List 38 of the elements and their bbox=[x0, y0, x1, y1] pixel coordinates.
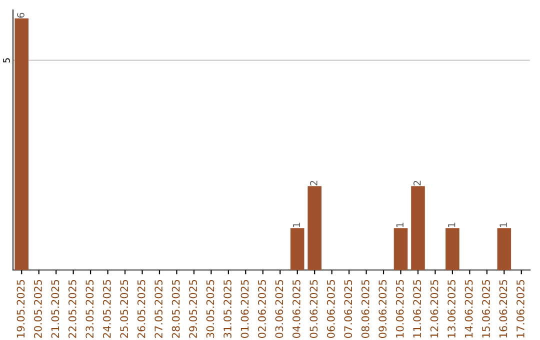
x-tick-label: 01.06.2025 bbox=[240, 280, 249, 338]
data-label: 1 bbox=[396, 222, 404, 227]
x-tick-label: 29.05.2025 bbox=[189, 280, 197, 338]
data-label: 1 bbox=[448, 222, 456, 227]
x-tick-label: 26.05.2025 bbox=[137, 280, 146, 338]
y-tick-label: 5 bbox=[3, 58, 10, 62]
x-tick-label: 22.05.2025 bbox=[68, 280, 76, 338]
x-tick-label: 10.06.2025 bbox=[396, 280, 404, 338]
x-tick-label: 03.06.2025 bbox=[275, 280, 284, 338]
x-tick-label: 27.05.2025 bbox=[154, 280, 163, 338]
data-label: 2 bbox=[310, 180, 318, 186]
x-tick-label: 30.05.2025 bbox=[206, 280, 214, 338]
x-tick-label: 04.06.2025 bbox=[292, 280, 300, 338]
x-tick-label: 31.05.2025 bbox=[224, 280, 232, 338]
x-tick-label: 21.05.2025 bbox=[51, 280, 60, 338]
x-tick-label: 20.05.2025 bbox=[34, 280, 42, 338]
x-tick-label: 15.06.2025 bbox=[482, 280, 490, 338]
x-tick-label: 05.06.2025 bbox=[310, 280, 318, 338]
x-tick-label: 08.06.2025 bbox=[361, 280, 370, 338]
x-tick-label: 23.05.2025 bbox=[86, 280, 94, 338]
x-tick-label: 19.05.2025 bbox=[16, 280, 25, 338]
x-tick-label: 13.06.2025 bbox=[448, 280, 456, 338]
data-label: 6 bbox=[17, 12, 24, 18]
x-tick-label: 06.06.2025 bbox=[326, 280, 335, 338]
x-tick-label: 24.05.2025 bbox=[102, 280, 111, 338]
x-tick-label: 14.06.2025 bbox=[464, 280, 473, 338]
x-tick-label: 16.06.2025 bbox=[499, 280, 508, 338]
x-tick-label: 17.06.2025 bbox=[516, 280, 524, 338]
x-tick-label: 11.06.2025 bbox=[413, 280, 422, 338]
x-tick-label: 07.06.2025 bbox=[344, 280, 352, 338]
data-label: 1 bbox=[292, 222, 300, 227]
x-tick-label: 28.05.2025 bbox=[172, 280, 180, 338]
x-tick-label: 25.05.2025 bbox=[120, 280, 128, 338]
data-label: 2 bbox=[413, 180, 421, 186]
x-tick-label: 02.06.2025 bbox=[258, 280, 266, 338]
x-tick-label: 09.06.2025 bbox=[378, 280, 387, 338]
x-tick-label: 12.06.2025 bbox=[430, 280, 438, 338]
data-label: 1 bbox=[500, 222, 507, 227]
